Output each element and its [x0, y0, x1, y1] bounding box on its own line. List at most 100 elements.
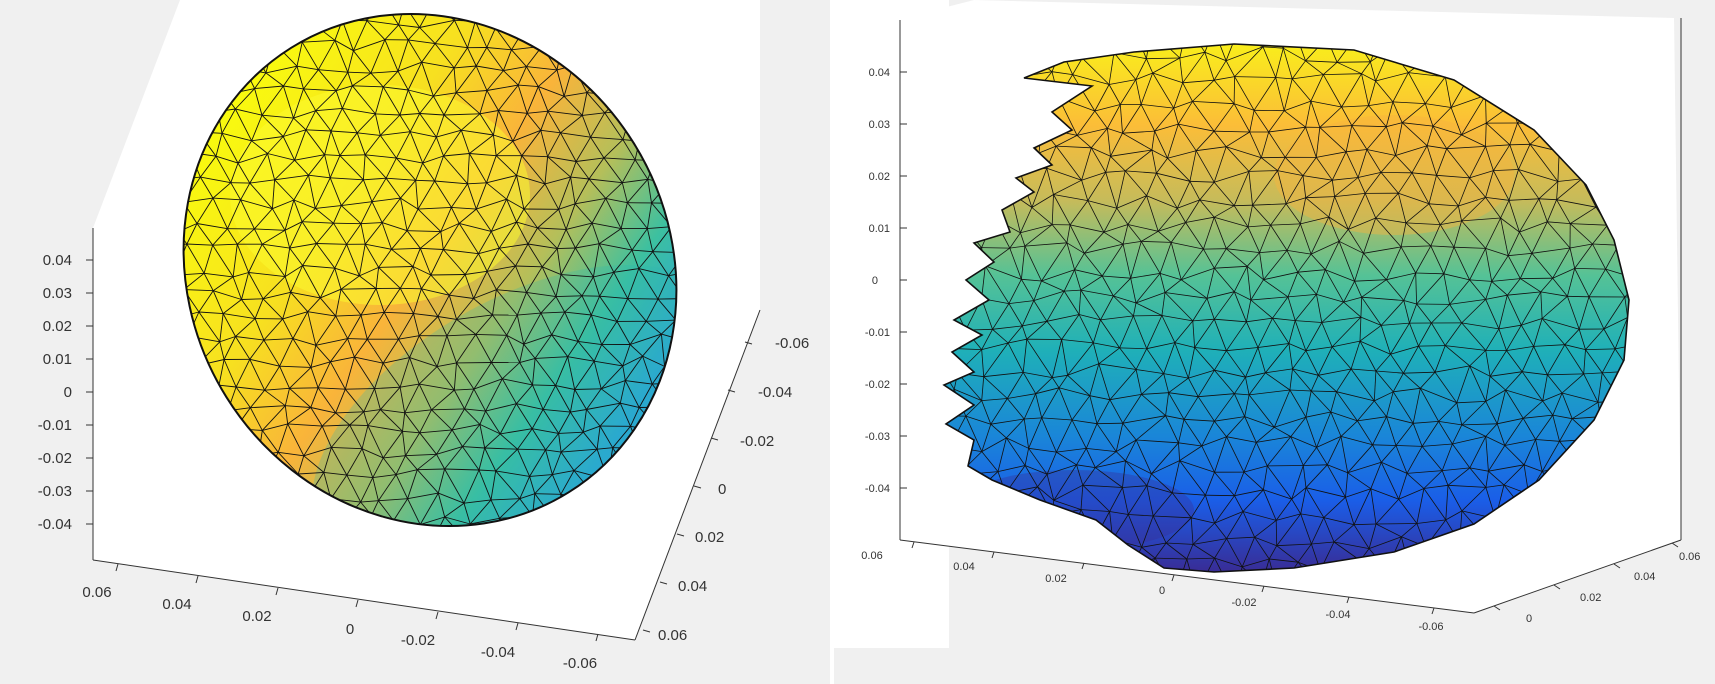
mesh-edge [1086, 448, 1117, 452]
mesh-edge [435, 114, 445, 138]
mesh-edge [1469, 279, 1492, 282]
mesh-edge [983, 372, 1024, 378]
mesh-edge [1165, 415, 1185, 420]
mesh-edge [1485, 170, 1494, 198]
mesh-edge [1179, 44, 1188, 59]
mesh-edge [638, 251, 654, 269]
mesh-edge [518, 84, 539, 88]
mesh-edge [485, 378, 503, 412]
mesh-edge [335, 314, 362, 317]
mesh-edge [1141, 546, 1156, 559]
mesh-edge [1422, 443, 1453, 447]
mesh-edge [487, 265, 516, 272]
mesh-edge [1395, 445, 1423, 447]
mesh-edge [1041, 417, 1057, 453]
mesh-edge [1243, 442, 1257, 473]
mesh-edge [1262, 46, 1277, 78]
mesh-edge [1402, 122, 1433, 127]
mesh-edge [479, 90, 488, 114]
mesh-edge [330, 108, 343, 132]
mesh-edge [1406, 473, 1425, 489]
mesh-edge [1109, 487, 1123, 512]
mesh-edge [1413, 421, 1439, 424]
mesh-edge [599, 402, 621, 427]
mesh-edge [419, 409, 432, 434]
mesh-edge [1089, 395, 1110, 401]
mesh-edge [1167, 157, 1191, 182]
mesh-edge [440, 207, 452, 232]
mesh-edge [1151, 149, 1168, 159]
mesh-edge [469, 153, 487, 184]
mesh-edge [631, 249, 640, 269]
mesh-edge [1115, 451, 1126, 462]
mesh-edge [1263, 271, 1298, 281]
mesh-edge [279, 366, 290, 389]
mesh-edge [277, 423, 289, 453]
mesh-edge [1493, 169, 1519, 171]
mesh-edge [1254, 536, 1270, 560]
mesh-edge [1253, 110, 1270, 133]
mesh-edge [451, 183, 468, 208]
mesh-edge [1318, 375, 1337, 392]
mesh-edge [551, 334, 569, 357]
mesh-edge [358, 244, 366, 276]
mesh-edge [296, 65, 319, 71]
mesh-edge [1450, 107, 1462, 136]
mesh-edge [249, 182, 273, 209]
mesh-edge [1275, 77, 1293, 80]
mesh-edge [540, 129, 561, 134]
mesh-edge [1461, 424, 1486, 437]
mesh-edge [1248, 170, 1278, 172]
mesh-edge [1416, 273, 1445, 305]
mesh-edge [1135, 439, 1152, 474]
mesh-edge [538, 86, 565, 97]
left-3d-plot[interactable]: 0.04 0.03 0.02 0.01 0 -0.01 -0.02 -0.03 … [0, 0, 830, 684]
mesh-edge [1214, 350, 1227, 371]
mesh-edge [283, 85, 304, 90]
mesh-edge [630, 407, 640, 427]
x-axis-line [92, 559, 636, 641]
mesh-edge [375, 267, 380, 289]
mesh-edge [1350, 340, 1361, 370]
mesh-edge [1469, 170, 1494, 179]
mesh-edge [576, 157, 604, 162]
mesh-edge [1583, 349, 1586, 374]
mesh-edge [478, 469, 492, 501]
mesh-edge [600, 365, 624, 390]
mesh-edge [1135, 369, 1142, 395]
mesh-edge [1305, 60, 1338, 63]
mesh-edge [1583, 373, 1599, 403]
mesh-edge [1205, 494, 1235, 497]
mesh-edge [1418, 322, 1432, 347]
mesh-edge [1214, 130, 1250, 133]
mesh-edge [458, 208, 477, 224]
mesh-edge [622, 178, 648, 184]
mesh-edge [1046, 474, 1055, 501]
mesh-edge [287, 407, 312, 425]
mesh-edge [575, 161, 590, 180]
mesh-edge [1188, 347, 1195, 379]
mesh-edge [1400, 246, 1417, 274]
mesh-edge [433, 95, 445, 116]
mesh-edge [409, 335, 420, 358]
mesh-edge [1056, 145, 1092, 149]
mesh-edge [334, 267, 360, 277]
mesh-edge [1168, 377, 1189, 394]
mesh-edge [1605, 268, 1626, 298]
mesh-edge [1432, 107, 1452, 127]
right-3d-plot[interactable]: 0.04 0.03 0.02 0.01 0 -0.01 -0.02 -0.03 … [834, 0, 1715, 684]
mesh-edge [318, 387, 346, 390]
mesh-edge [399, 288, 414, 314]
mesh-edge [1058, 387, 1090, 397]
mesh-edge [395, 469, 418, 476]
mesh-edge [1234, 495, 1244, 512]
mesh-edge [1461, 423, 1498, 426]
mesh-edge [371, 201, 383, 223]
mesh-edge [1556, 199, 1597, 208]
mesh-edge [1161, 292, 1166, 316]
mesh-edge [407, 27, 420, 41]
mesh-edge [965, 415, 991, 425]
z-axis-ticks [86, 259, 93, 525]
mesh-edge [479, 424, 486, 449]
mesh-edge [499, 403, 517, 435]
